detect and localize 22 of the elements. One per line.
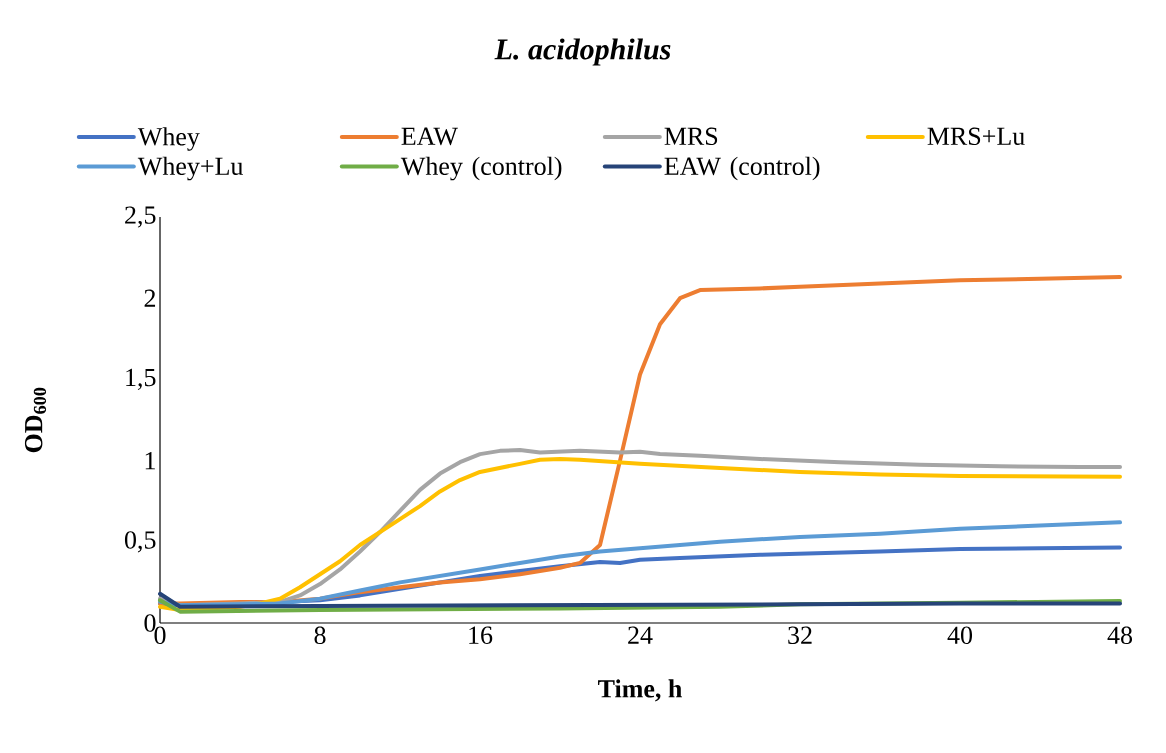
legend-label: Whey (control) bbox=[400, 156, 562, 181]
x-tick-label: 24 bbox=[628, 626, 653, 644]
x-tick-label: 48 bbox=[1107, 626, 1133, 645]
y-tick-label: 1 bbox=[145, 452, 155, 470]
y-tick-label: 0 bbox=[144, 614, 156, 632]
legend-label: MRS bbox=[664, 127, 718, 146]
y-tick-label: 1,5 bbox=[126, 368, 156, 390]
y-axis-title: OD$_{600}$ bbox=[24, 387, 47, 453]
x-axis-title: Time, h bbox=[598, 679, 682, 702]
chart-title: L. acidophilus bbox=[494, 38, 671, 66]
legend-label: EAW bbox=[401, 127, 458, 146]
legend-label: EAW (control) bbox=[664, 156, 820, 181]
y-tick-label: 0,5 bbox=[124, 531, 156, 553]
legend-label: MRS+Lu bbox=[927, 127, 1025, 146]
x-tick-label: 40 bbox=[947, 626, 973, 645]
x-tick-label: 16 bbox=[469, 626, 493, 644]
x-tick-label: 8 bbox=[314, 626, 326, 645]
legend-label: Whey+Lu bbox=[137, 156, 244, 181]
x-tick-label: 32 bbox=[788, 626, 812, 644]
y-tick-label: 2,5 bbox=[125, 206, 156, 228]
y-tick-label: 2 bbox=[144, 289, 156, 307]
legend-label: Whey bbox=[137, 127, 200, 151]
